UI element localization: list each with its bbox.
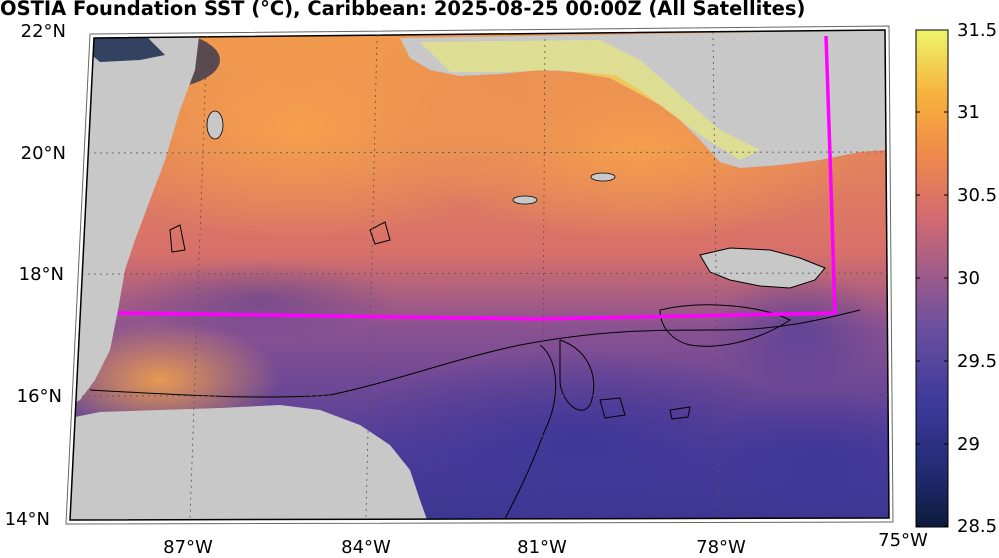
land-jamaica bbox=[699, 247, 826, 289]
sea-surface-field bbox=[70, 30, 889, 520]
colorbar-tick-31-5: 31.5 bbox=[957, 20, 997, 41]
region-boundary bbox=[117, 35, 837, 321]
lon-label-81w: 81°W bbox=[517, 537, 567, 558]
colorbar-tick-30: 30 bbox=[957, 268, 980, 289]
land-hispaniola bbox=[780, 30, 885, 110]
graticule bbox=[75, 31, 889, 520]
colorbar-tick-31: 31 bbox=[957, 102, 980, 123]
land-honduras bbox=[70, 405, 430, 520]
colorbar-tick-29: 29 bbox=[957, 434, 980, 455]
lat-label-22n: 22°N bbox=[21, 21, 66, 42]
lon-label-78w: 78°W bbox=[696, 537, 746, 558]
map-frame bbox=[69, 29, 890, 521]
lat-label-14n: 14°N bbox=[5, 509, 50, 530]
lat-label-16n: 16°N bbox=[17, 386, 62, 407]
lon-label-84w: 84°W bbox=[341, 537, 391, 558]
colorbar-ticks bbox=[916, 29, 948, 527]
map-title: OSTIA Foundation SST (°C), Caribbean: 20… bbox=[0, 0, 806, 20]
land-central-america bbox=[70, 30, 200, 410]
lon-label-75w: 75°W bbox=[878, 530, 928, 551]
lon-label-87w: 87°W bbox=[163, 537, 213, 558]
colorbar bbox=[915, 29, 949, 528]
colorbar-tick-30-5: 30.5 bbox=[957, 185, 997, 206]
colorbar-tick-28-5: 28.5 bbox=[957, 516, 997, 537]
lat-label-18n: 18°N bbox=[19, 264, 64, 285]
colorbar-tick-29-5: 29.5 bbox=[957, 351, 997, 372]
lat-label-20n: 20°N bbox=[21, 143, 66, 164]
